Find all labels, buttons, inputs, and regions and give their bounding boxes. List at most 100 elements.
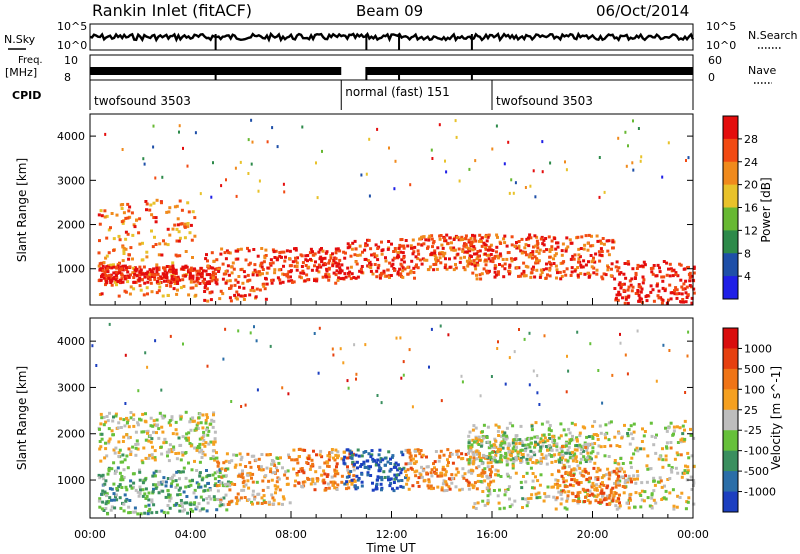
power-data-cell [188,268,192,272]
vel-data-cell [494,445,498,449]
power-data-cell [577,257,581,261]
vel-data-cell [492,479,496,483]
power-data-cell [463,268,467,272]
power-data-cell [529,275,533,279]
vel-data-cell [99,445,103,449]
vel-data-cell [187,484,191,488]
vel-data-cell [559,456,563,460]
vel-data-cell [232,453,236,457]
vel-data-cell [100,437,104,441]
power-data-sparse-cell [250,118,253,122]
vel-data-cell [345,482,349,486]
vel-data-cell [108,437,112,441]
power-data-cell [184,250,188,253]
vel-data-cell [687,456,691,460]
power-data-cell [183,236,187,240]
vel-data-cell [212,456,216,460]
power-data-sparse-cell [194,131,197,135]
vel-data-cell [212,495,216,499]
vel-data-sparse-cell [428,365,430,369]
vel-data-cell [154,486,158,490]
power-data-cell [306,259,309,263]
vel-data-cell [464,452,468,456]
power-data-cell [574,268,578,271]
vel-data-cell [142,479,146,483]
vel-data-cell [286,469,290,473]
vel-data-cell [516,457,520,461]
power-cbar-swatch [723,207,738,231]
vel-data-cell [274,466,278,470]
power-data-cell [402,244,406,248]
power-data-cell [166,243,170,247]
vel-data-cell [485,436,489,439]
vel-data-cell [634,448,638,452]
power-data-cell [224,270,228,273]
vel-data-cell [225,484,229,488]
vel-data-cell [663,484,666,488]
power-data-cell [178,254,182,258]
power-data-cell [264,254,268,257]
vel-data-cell [134,453,138,457]
power-data-cell [640,287,644,291]
vel-data-cell [131,472,135,476]
power-data-cell [549,263,553,267]
power-data-cell [321,275,325,279]
power-data-cell [162,279,166,283]
vel-data-cell [566,497,570,501]
vel-data-cell [692,479,696,482]
vel-data-sparse-cell [318,326,321,330]
power-data-cell [559,277,563,281]
vel-data-cell [581,425,585,429]
vel-data-cell [629,492,633,496]
vel-data-cell [400,479,404,482]
vel-data-sparse-cell [346,379,349,383]
vel-data-cell [144,504,148,508]
power-data-cell [189,286,193,290]
power-data-cell [688,284,692,287]
power-data-cell [223,251,227,255]
power-data-cell [126,280,130,284]
power-data-sparse-cell [266,140,269,144]
power-data-cell [295,265,299,268]
vel-data-cell [362,450,366,454]
power-data-cell [206,264,210,268]
vel-data-cell [451,461,455,465]
vel-data-cell [333,481,337,485]
power-axis-tick-label-4: 4000 [57,130,85,143]
power-data-cell [434,257,437,261]
power-data-cell [682,282,686,286]
power-data-cell [190,277,193,281]
power-data-cell [485,271,489,275]
vel-data-cell [247,486,251,490]
vel-data-cell [374,463,378,467]
vel-data-cell [261,479,265,483]
power-data-cell [659,296,663,300]
vel-data-cell [509,458,513,462]
power-data-cell [452,238,456,241]
vel-data-cell [576,499,580,503]
power-cbar-tick-label-4: 16 [744,202,758,215]
vel-data-cell [604,436,607,440]
vel-data-cell [579,448,583,452]
vel-data-sparse-cell [108,322,111,326]
vel-data-cell [441,467,445,471]
power-data-cell [353,253,357,257]
vel-data-cell [160,509,164,513]
vel-data-cell [269,470,272,474]
vel-data-cell [376,478,379,482]
power-data-cell [315,277,319,281]
power-data-cell [152,267,156,271]
power-data-cell [692,287,696,291]
power-data-cell [149,281,153,285]
vel-data-cell [99,474,103,478]
power-data-cell [517,274,520,278]
power-data-cell [151,245,155,249]
vel-data-cell [546,439,550,443]
power-data-sparse-cell [315,161,317,165]
vel-data-cell [189,508,193,511]
vel-data-cell [322,481,326,485]
vel-data-cell [498,507,502,511]
power-data-cell [122,252,126,255]
vel-data-cell [532,451,536,455]
vel-axis-tick-label-3: 3000 [57,381,85,394]
